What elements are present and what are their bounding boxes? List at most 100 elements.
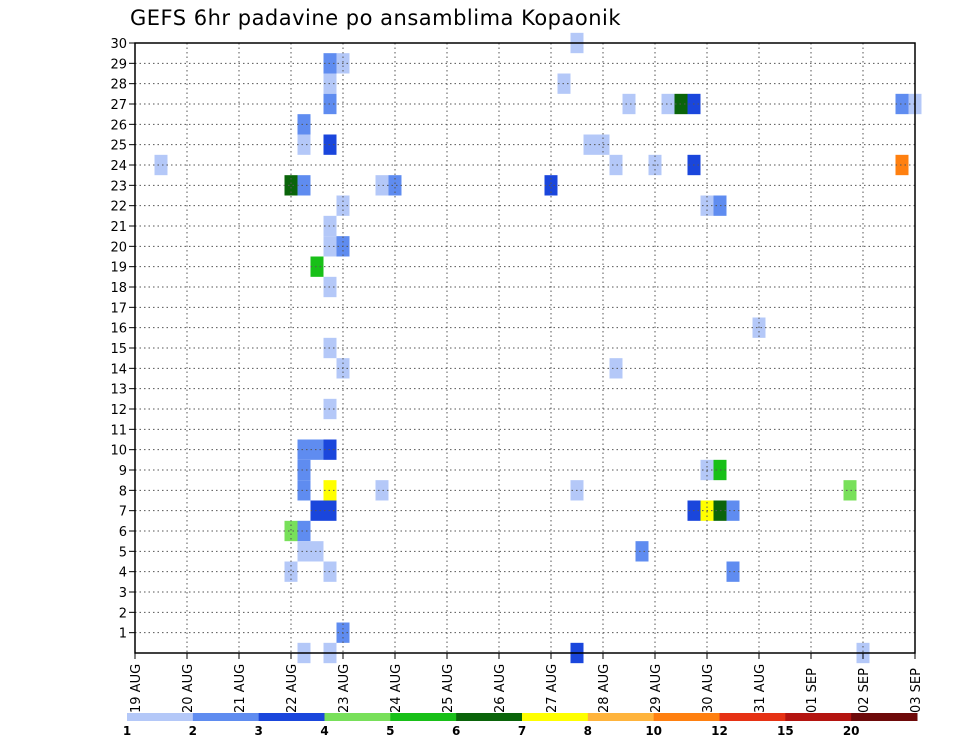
data-cell [297,541,311,562]
y-tick-label: 24 [110,159,127,174]
data-cell [544,175,558,196]
data-cell [726,561,740,582]
colorbar-label: 6 [452,724,460,738]
x-tick-label: 23 AUG [337,664,352,713]
y-tick-label: 10 [110,444,127,459]
y-tick-label: 6 [119,525,127,540]
colorbar-segment [522,713,589,721]
x-tick-label: 26 AUG [493,664,508,713]
y-tick-label: 8 [119,484,127,499]
colorbar-segment [390,713,457,721]
x-tick-label: 02 SEP [857,668,872,713]
colorbar-label: 20 [843,724,860,738]
data-cell [297,134,311,155]
data-cell [661,93,675,115]
colorbar-label: 12 [711,724,728,738]
data-cell [297,520,311,542]
x-tick-label: 22 AUG [285,664,300,713]
y-tick-label: 28 [110,78,127,93]
colorbar-label: 2 [189,724,197,738]
data-cell [622,93,636,115]
y-tick-label: 2 [119,606,127,621]
y-tick-label: 17 [110,301,127,316]
colorbar-segment [785,713,852,721]
x-tick-label: 01 SEP [805,668,820,713]
y-tick-label: 30 [110,37,127,52]
colorbar-segment [127,713,194,721]
x-tick-label: 21 AUG [233,664,248,713]
data-cell [297,480,311,501]
x-tick-label: 30 AUG [701,664,716,713]
x-tick-label: 31 AUG [753,664,768,713]
data-cell [284,175,298,196]
data-cell [310,541,324,562]
data-cell [297,114,311,135]
x-tick-label: 20 AUG [181,664,196,713]
x-tick-label: 25 AUG [441,664,456,713]
data-cell [297,459,311,481]
data-cell [310,500,324,521]
y-tick-label: 21 [110,220,127,235]
x-tick-label: 28 AUG [597,664,612,713]
data-cell [297,175,311,196]
y-tick-label: 14 [110,362,127,377]
colorbar-segment [258,713,325,721]
colorbar-label: 3 [254,724,262,738]
colorbar-segment [719,713,786,721]
colorbar-segment [851,713,918,721]
data-cell [609,154,623,176]
y-tick-label: 19 [110,261,127,276]
x-tick-label: 24 AUG [389,664,404,713]
y-tick-label: 23 [110,179,127,194]
data-cell [388,175,402,196]
colorbar-label: 7 [518,724,526,738]
data-cell [375,175,389,196]
y-tick-label: 7 [119,505,127,520]
y-tick-label: 27 [110,98,127,113]
y-tick-label: 9 [119,464,127,479]
y-tick-label: 25 [110,139,127,154]
colorbar-label: 5 [386,724,394,738]
y-tick-label: 29 [110,57,127,72]
data-cell [310,256,324,277]
y-tick-label: 11 [110,423,127,438]
data-cell [375,480,389,501]
x-tick-label: 03 SEP [909,668,924,713]
data-cell [154,154,168,176]
data-cell [895,93,909,115]
y-tick-label: 12 [110,403,127,418]
data-cell [635,541,649,562]
data-cell [284,561,298,582]
y-tick-label: 18 [110,281,127,296]
x-tick-label: 19 AUG [129,664,144,713]
colorbar-segment [456,713,523,721]
x-tick-label: 29 AUG [649,664,664,713]
y-tick-label: 20 [110,240,127,255]
colorbar-segment [192,713,260,721]
colorbar-label: 15 [777,724,794,738]
colorbar-segment [587,713,655,721]
chart-title: GEFS 6hr padavine po ansamblima Kopaonik [130,6,622,30]
data-cell [726,500,740,521]
data-cell [609,358,623,379]
y-tick-label: 4 [119,566,127,581]
y-tick-label: 5 [119,545,127,560]
colorbar-label: 8 [584,724,592,738]
y-tick-label: 22 [110,200,127,215]
data-cell [310,439,324,460]
y-tick-label: 16 [110,322,127,337]
y-tick-label: 15 [110,342,127,357]
data-cell [284,520,298,542]
y-tick-label: 3 [119,586,127,601]
x-tick-label: 27 AUG [545,664,560,713]
data-cell [297,439,311,460]
colorbar-label: 4 [320,724,328,738]
colorbar-segment [324,713,391,721]
colorbar-label: 10 [645,724,662,738]
y-tick-label: 1 [119,627,127,642]
y-tick-label: 26 [110,118,127,133]
data-cell [895,154,909,176]
colorbar-label: 1 [123,724,131,738]
y-tick-label: 13 [110,383,127,398]
